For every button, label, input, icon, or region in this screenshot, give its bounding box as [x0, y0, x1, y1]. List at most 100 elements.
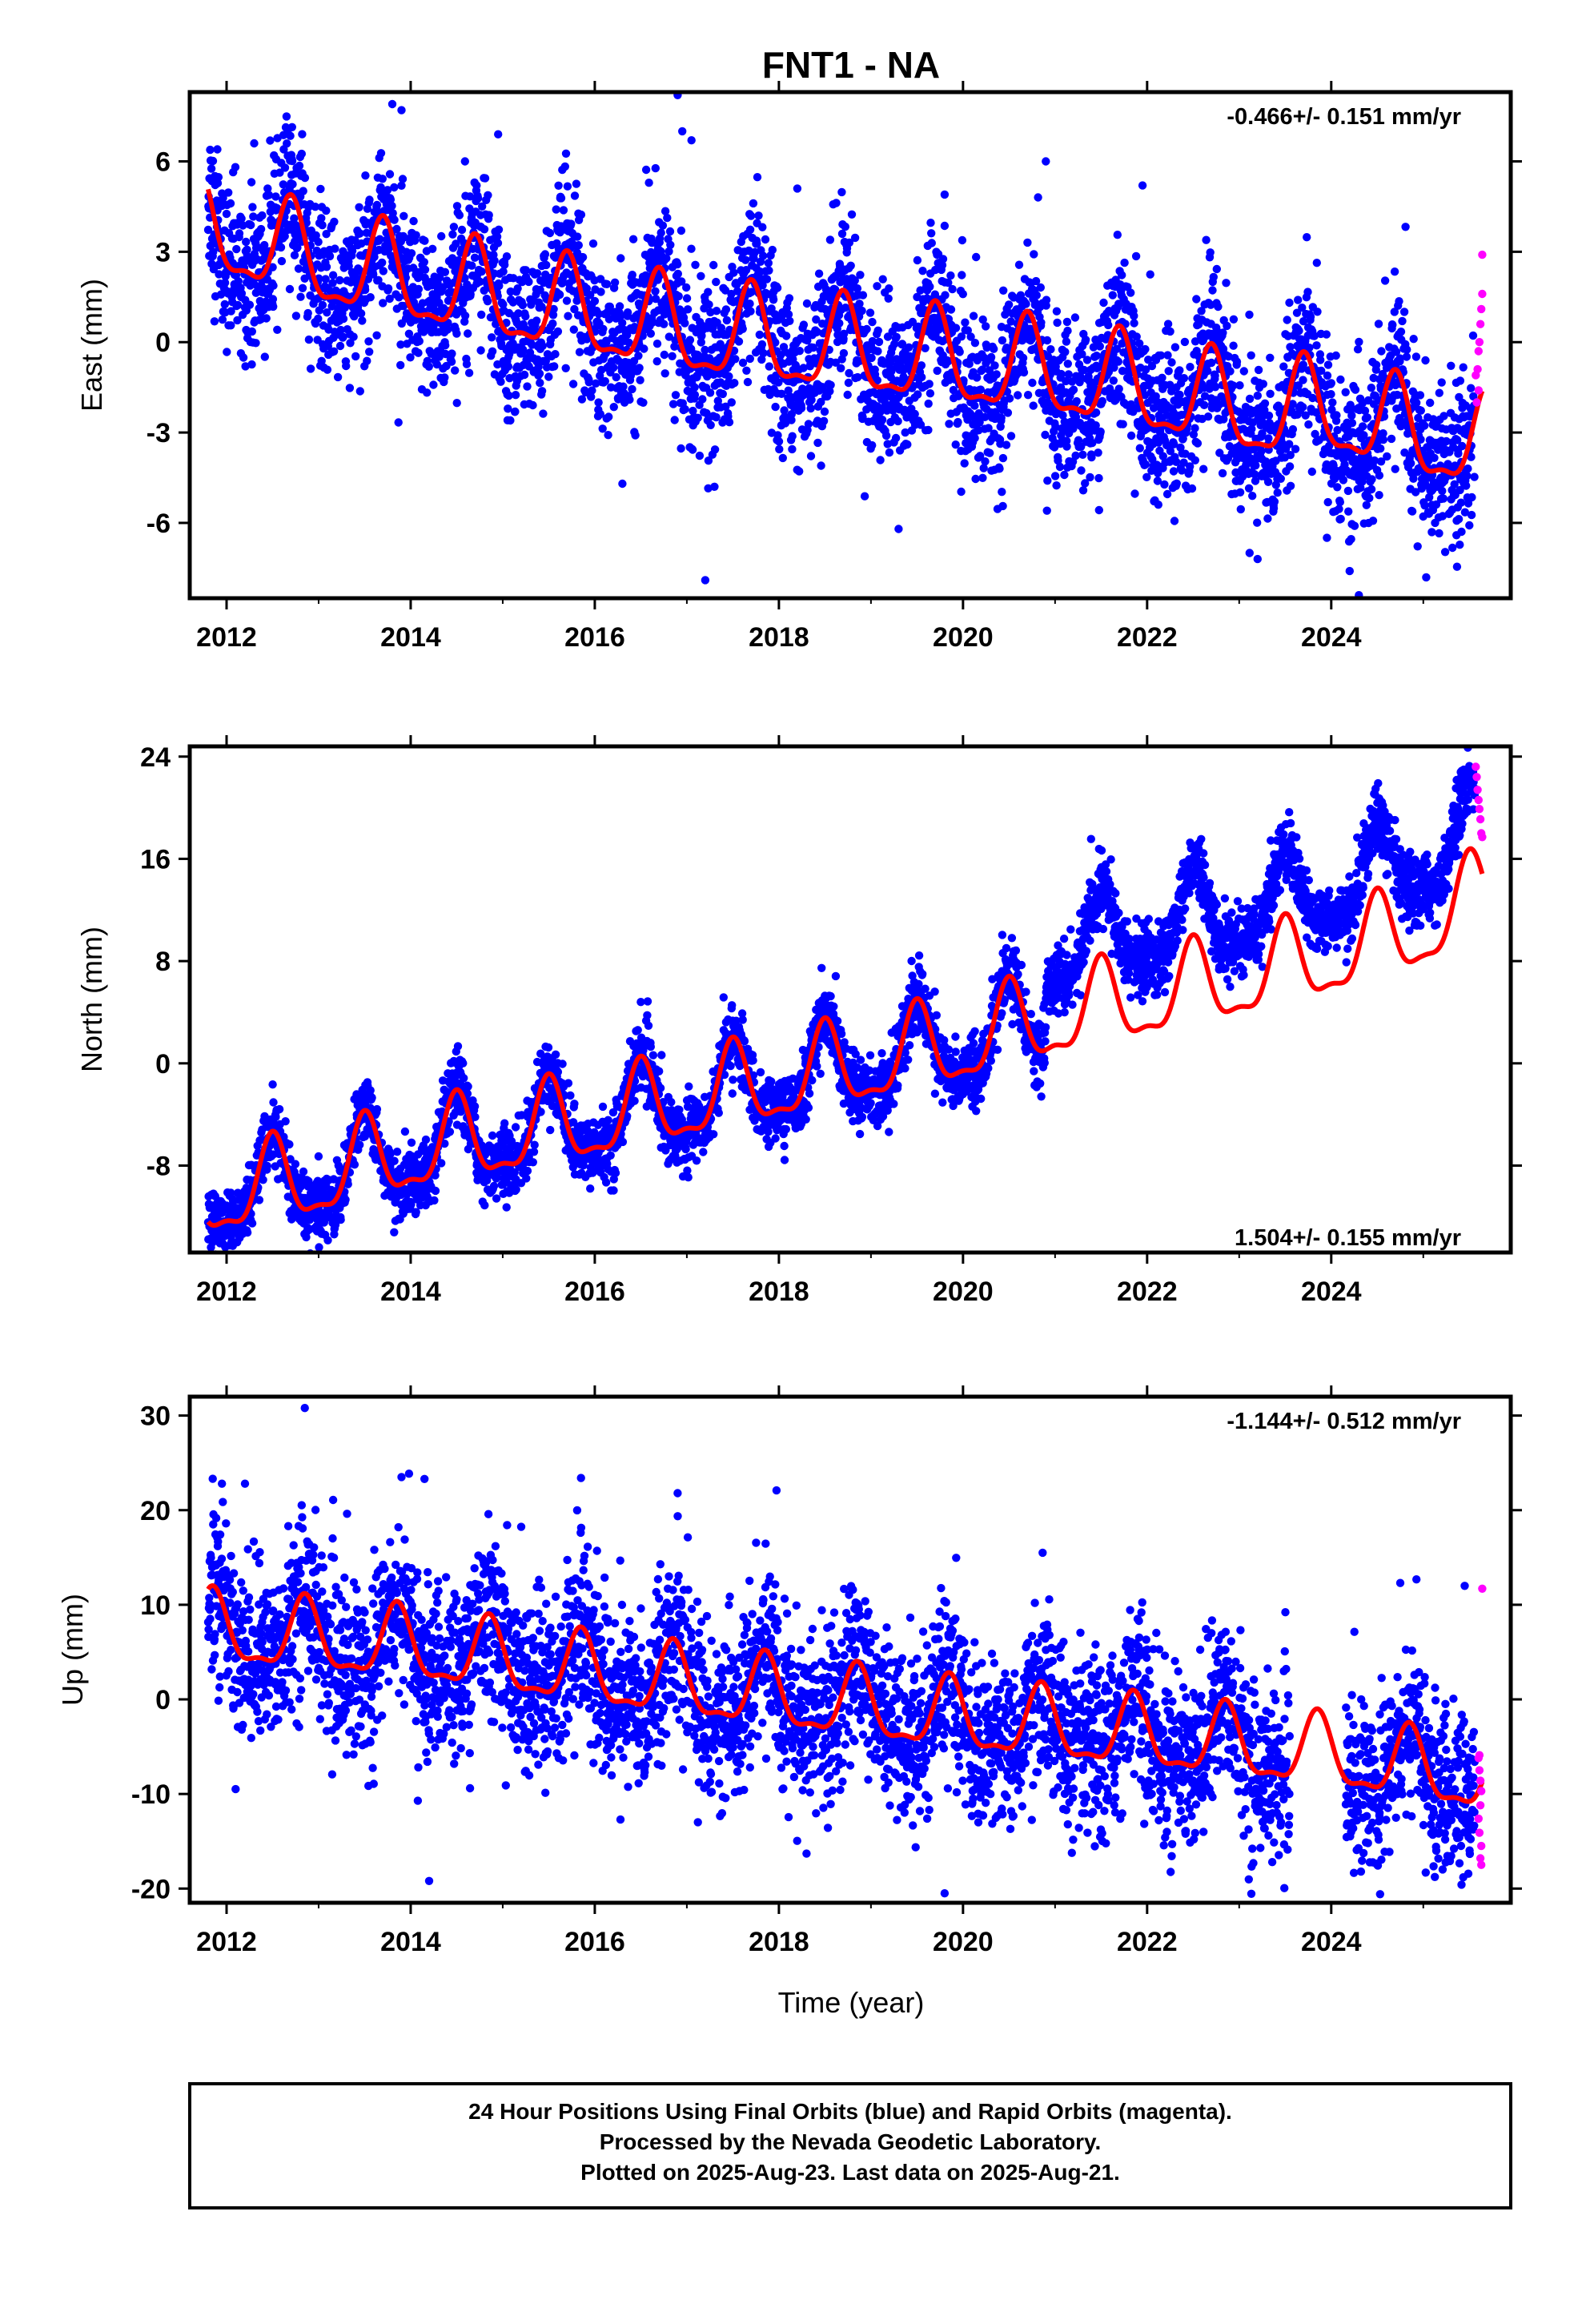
east-point	[1363, 413, 1372, 422]
east-point	[233, 300, 243, 310]
east-point	[548, 319, 557, 328]
east-point	[1091, 421, 1100, 430]
east-point	[688, 445, 697, 454]
east-point	[1322, 330, 1331, 339]
east-point	[1091, 408, 1101, 417]
east-point	[963, 326, 973, 335]
east-point	[559, 206, 568, 215]
east-point	[704, 287, 713, 296]
east-point	[662, 254, 671, 263]
east-point	[464, 329, 472, 338]
east-point	[753, 173, 762, 182]
east-point	[441, 341, 450, 350]
east-point	[1062, 317, 1072, 327]
east-point	[1325, 441, 1334, 450]
east-outlier-point	[710, 482, 719, 491]
east-point	[285, 284, 295, 294]
east-point	[971, 474, 980, 484]
east-point	[1350, 521, 1359, 530]
east-point	[1186, 462, 1195, 471]
east-point	[1199, 464, 1208, 473]
east-point	[1126, 431, 1136, 440]
east-point	[652, 357, 661, 366]
east-point	[878, 275, 887, 283]
east-point	[703, 372, 712, 381]
east-point	[946, 305, 956, 314]
east-point	[1286, 451, 1295, 460]
east-x-tick-label: 2012	[196, 622, 257, 653]
east-point	[858, 412, 867, 422]
east-point	[287, 156, 297, 166]
east-point	[1235, 381, 1244, 390]
east-point	[275, 168, 284, 177]
east-point	[1245, 310, 1254, 320]
east-point	[1379, 435, 1388, 444]
east-point	[222, 209, 231, 219]
east-point	[322, 263, 331, 271]
east-point	[832, 199, 841, 207]
east-point	[1041, 430, 1050, 440]
east-point	[1169, 467, 1178, 476]
east-point	[535, 369, 544, 378]
east-point	[709, 260, 718, 270]
east-point	[1251, 461, 1260, 470]
east-point	[1191, 424, 1199, 432]
east-point	[981, 412, 990, 421]
east-point	[819, 416, 829, 425]
east-point	[1264, 411, 1274, 420]
east-point	[835, 319, 844, 328]
east-point	[339, 332, 347, 341]
east-point	[477, 310, 486, 320]
east-point	[841, 304, 850, 312]
east-point	[839, 348, 849, 358]
east-point	[764, 259, 773, 267]
east-point	[984, 424, 993, 432]
east-point	[623, 308, 632, 317]
east-point	[957, 332, 966, 341]
east-point	[1175, 366, 1184, 375]
east-point	[944, 278, 953, 287]
east-point	[478, 202, 487, 211]
east-point	[215, 270, 223, 279]
east-point	[1002, 440, 1011, 449]
east-point	[378, 258, 387, 267]
east-point	[850, 233, 860, 243]
east-x-tick-label: 2018	[749, 622, 809, 653]
east-point	[788, 432, 797, 440]
east-y-tick-label: -6	[147, 509, 171, 539]
east-point	[540, 250, 550, 259]
east-point	[741, 255, 750, 264]
east-point	[1264, 434, 1273, 443]
east-point	[868, 336, 877, 346]
east-point	[1347, 419, 1357, 428]
east-point	[460, 274, 469, 283]
east-point	[1456, 541, 1464, 549]
east-point	[1211, 371, 1219, 380]
east-point	[665, 247, 673, 256]
east-point	[1099, 298, 1108, 308]
east-point	[1180, 337, 1190, 347]
east-point	[1046, 345, 1055, 354]
east-point	[1014, 260, 1024, 269]
east-point	[990, 344, 998, 353]
east-point	[1250, 470, 1259, 479]
east-point	[860, 492, 869, 501]
east-point	[1014, 391, 1022, 400]
east-point	[682, 283, 691, 292]
east-point	[804, 420, 813, 428]
east-point	[1412, 398, 1421, 408]
east-point	[1094, 448, 1102, 457]
east-point	[1421, 356, 1430, 365]
east-point	[262, 314, 271, 323]
east-point	[999, 286, 1008, 295]
east-point	[224, 188, 233, 197]
east-point	[730, 379, 739, 388]
east-point	[1153, 476, 1162, 485]
north-point	[291, 1160, 300, 1168]
east-point	[247, 327, 256, 336]
east-point	[234, 277, 243, 286]
east-point	[865, 308, 875, 317]
east-point	[1088, 438, 1097, 448]
east-point	[239, 353, 248, 362]
